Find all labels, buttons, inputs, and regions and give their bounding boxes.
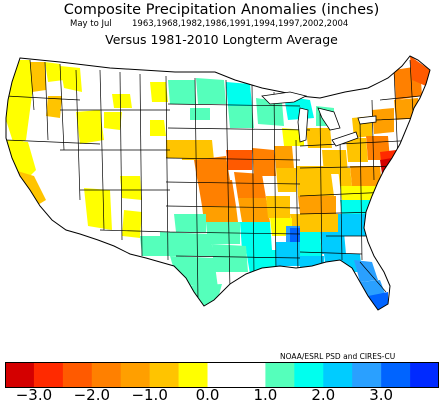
region-or-east xyxy=(46,96,62,118)
region-tx-north xyxy=(160,232,214,256)
region-ks-south xyxy=(202,206,238,222)
region-wi-north xyxy=(256,98,284,126)
region-fl-panhandle xyxy=(326,264,354,276)
region-pnw-coast xyxy=(6,60,34,145)
region-fl-south xyxy=(368,292,388,310)
region-ia-west xyxy=(226,150,252,170)
colorbar-tick-label: −1.0 xyxy=(131,386,168,404)
lake-erie xyxy=(331,131,359,147)
colorbar-swatch xyxy=(207,362,237,388)
colorbar-tick-label: 0.0 xyxy=(195,386,220,404)
colorbar-swatch xyxy=(323,362,353,388)
region-co-west xyxy=(120,176,142,200)
lake-michigan xyxy=(297,107,309,143)
region-mt-south xyxy=(104,112,122,130)
region-tx-east xyxy=(212,244,248,272)
region-sd-west xyxy=(190,108,210,120)
region-pa-west xyxy=(346,138,368,162)
region-mt-central xyxy=(112,94,132,108)
colorbar-swatch xyxy=(410,362,439,388)
region-mo-south xyxy=(238,198,270,222)
colorbar-swatch xyxy=(236,362,266,388)
map-subtitle: Versus 1981-2010 Longterm Average xyxy=(105,32,338,47)
region-il-south xyxy=(266,196,290,218)
colorbar-swatch xyxy=(381,362,411,388)
region-la xyxy=(246,250,276,274)
region-wv xyxy=(338,168,352,186)
region-ia-east xyxy=(252,148,276,176)
climate-division-borders xyxy=(6,59,421,301)
colorbar-swatch xyxy=(5,362,35,388)
region-ne-central xyxy=(194,156,230,184)
region-az-east xyxy=(122,210,142,238)
map-title: Composite Precipitation Anomalies (inche… xyxy=(63,2,380,18)
region-pnw-interior xyxy=(30,62,46,92)
colorbar xyxy=(5,362,439,388)
region-nm-east xyxy=(140,236,160,256)
region-mi-south xyxy=(306,128,332,148)
region-ut-south xyxy=(84,188,112,230)
region-tx-central xyxy=(170,256,218,288)
region-sd-south xyxy=(180,140,214,160)
region-nd-west xyxy=(168,80,196,104)
lake-superior xyxy=(261,91,308,105)
region-mn-central xyxy=(228,106,254,128)
region-wa-east xyxy=(45,62,64,82)
colorbar-swatch xyxy=(62,362,93,388)
colorbar-tick-label: 1.0 xyxy=(253,386,278,404)
colorbar-tick-label: −3.0 xyxy=(15,386,53,404)
region-tn xyxy=(290,214,338,232)
period-label: May to Jul xyxy=(70,19,112,29)
region-nc-south xyxy=(340,200,376,214)
region-maine-north xyxy=(410,56,430,86)
colorbar-tick-label: 3.0 xyxy=(369,386,394,404)
region-il-central xyxy=(276,168,296,192)
region-al-north xyxy=(298,232,322,256)
colorbar-tick-label: 2.0 xyxy=(311,386,336,404)
region-mt-north xyxy=(62,70,76,80)
region-ne-west xyxy=(166,140,182,158)
colorbar-tick-label: −2.0 xyxy=(73,386,111,404)
region-ga-north xyxy=(320,232,346,254)
region-ms-south xyxy=(276,242,300,266)
region-ky-east xyxy=(298,196,336,214)
region-fl-north xyxy=(354,260,378,282)
region-ar xyxy=(240,222,272,250)
region-nd-east xyxy=(196,78,226,104)
region-wi-south xyxy=(282,128,304,146)
years-label: 1963,1968,1982,1986,1991,1994,1997,2002,… xyxy=(132,19,349,29)
colorbar-swatch xyxy=(33,362,64,388)
lake-huron xyxy=(317,107,341,131)
precipitation-anomaly-map xyxy=(5,55,431,311)
colorbar-swatch xyxy=(91,362,122,388)
colorbar-swatch xyxy=(294,362,324,388)
colorbar-swatch xyxy=(352,362,382,388)
region-ks-north xyxy=(198,180,236,206)
region-mt-ne xyxy=(150,82,168,102)
region-nv-utah xyxy=(76,110,104,144)
region-new-england-south xyxy=(394,98,418,120)
region-il-north xyxy=(274,146,294,168)
region-ny-east xyxy=(372,108,394,134)
colorbar-swatch xyxy=(178,362,208,388)
region-wy xyxy=(150,120,166,136)
region-ok-west xyxy=(174,214,206,232)
region-sc xyxy=(338,214,370,236)
lake-ontario xyxy=(357,115,377,125)
colorbar-swatch xyxy=(265,362,295,388)
credit-label: NOAA/ESRL PSD and CIRES-CU xyxy=(280,352,396,361)
colorbar-swatch xyxy=(120,362,150,388)
colorbar-swatch xyxy=(149,362,179,388)
region-mn-north xyxy=(226,82,252,106)
region-mo-north xyxy=(234,172,266,198)
